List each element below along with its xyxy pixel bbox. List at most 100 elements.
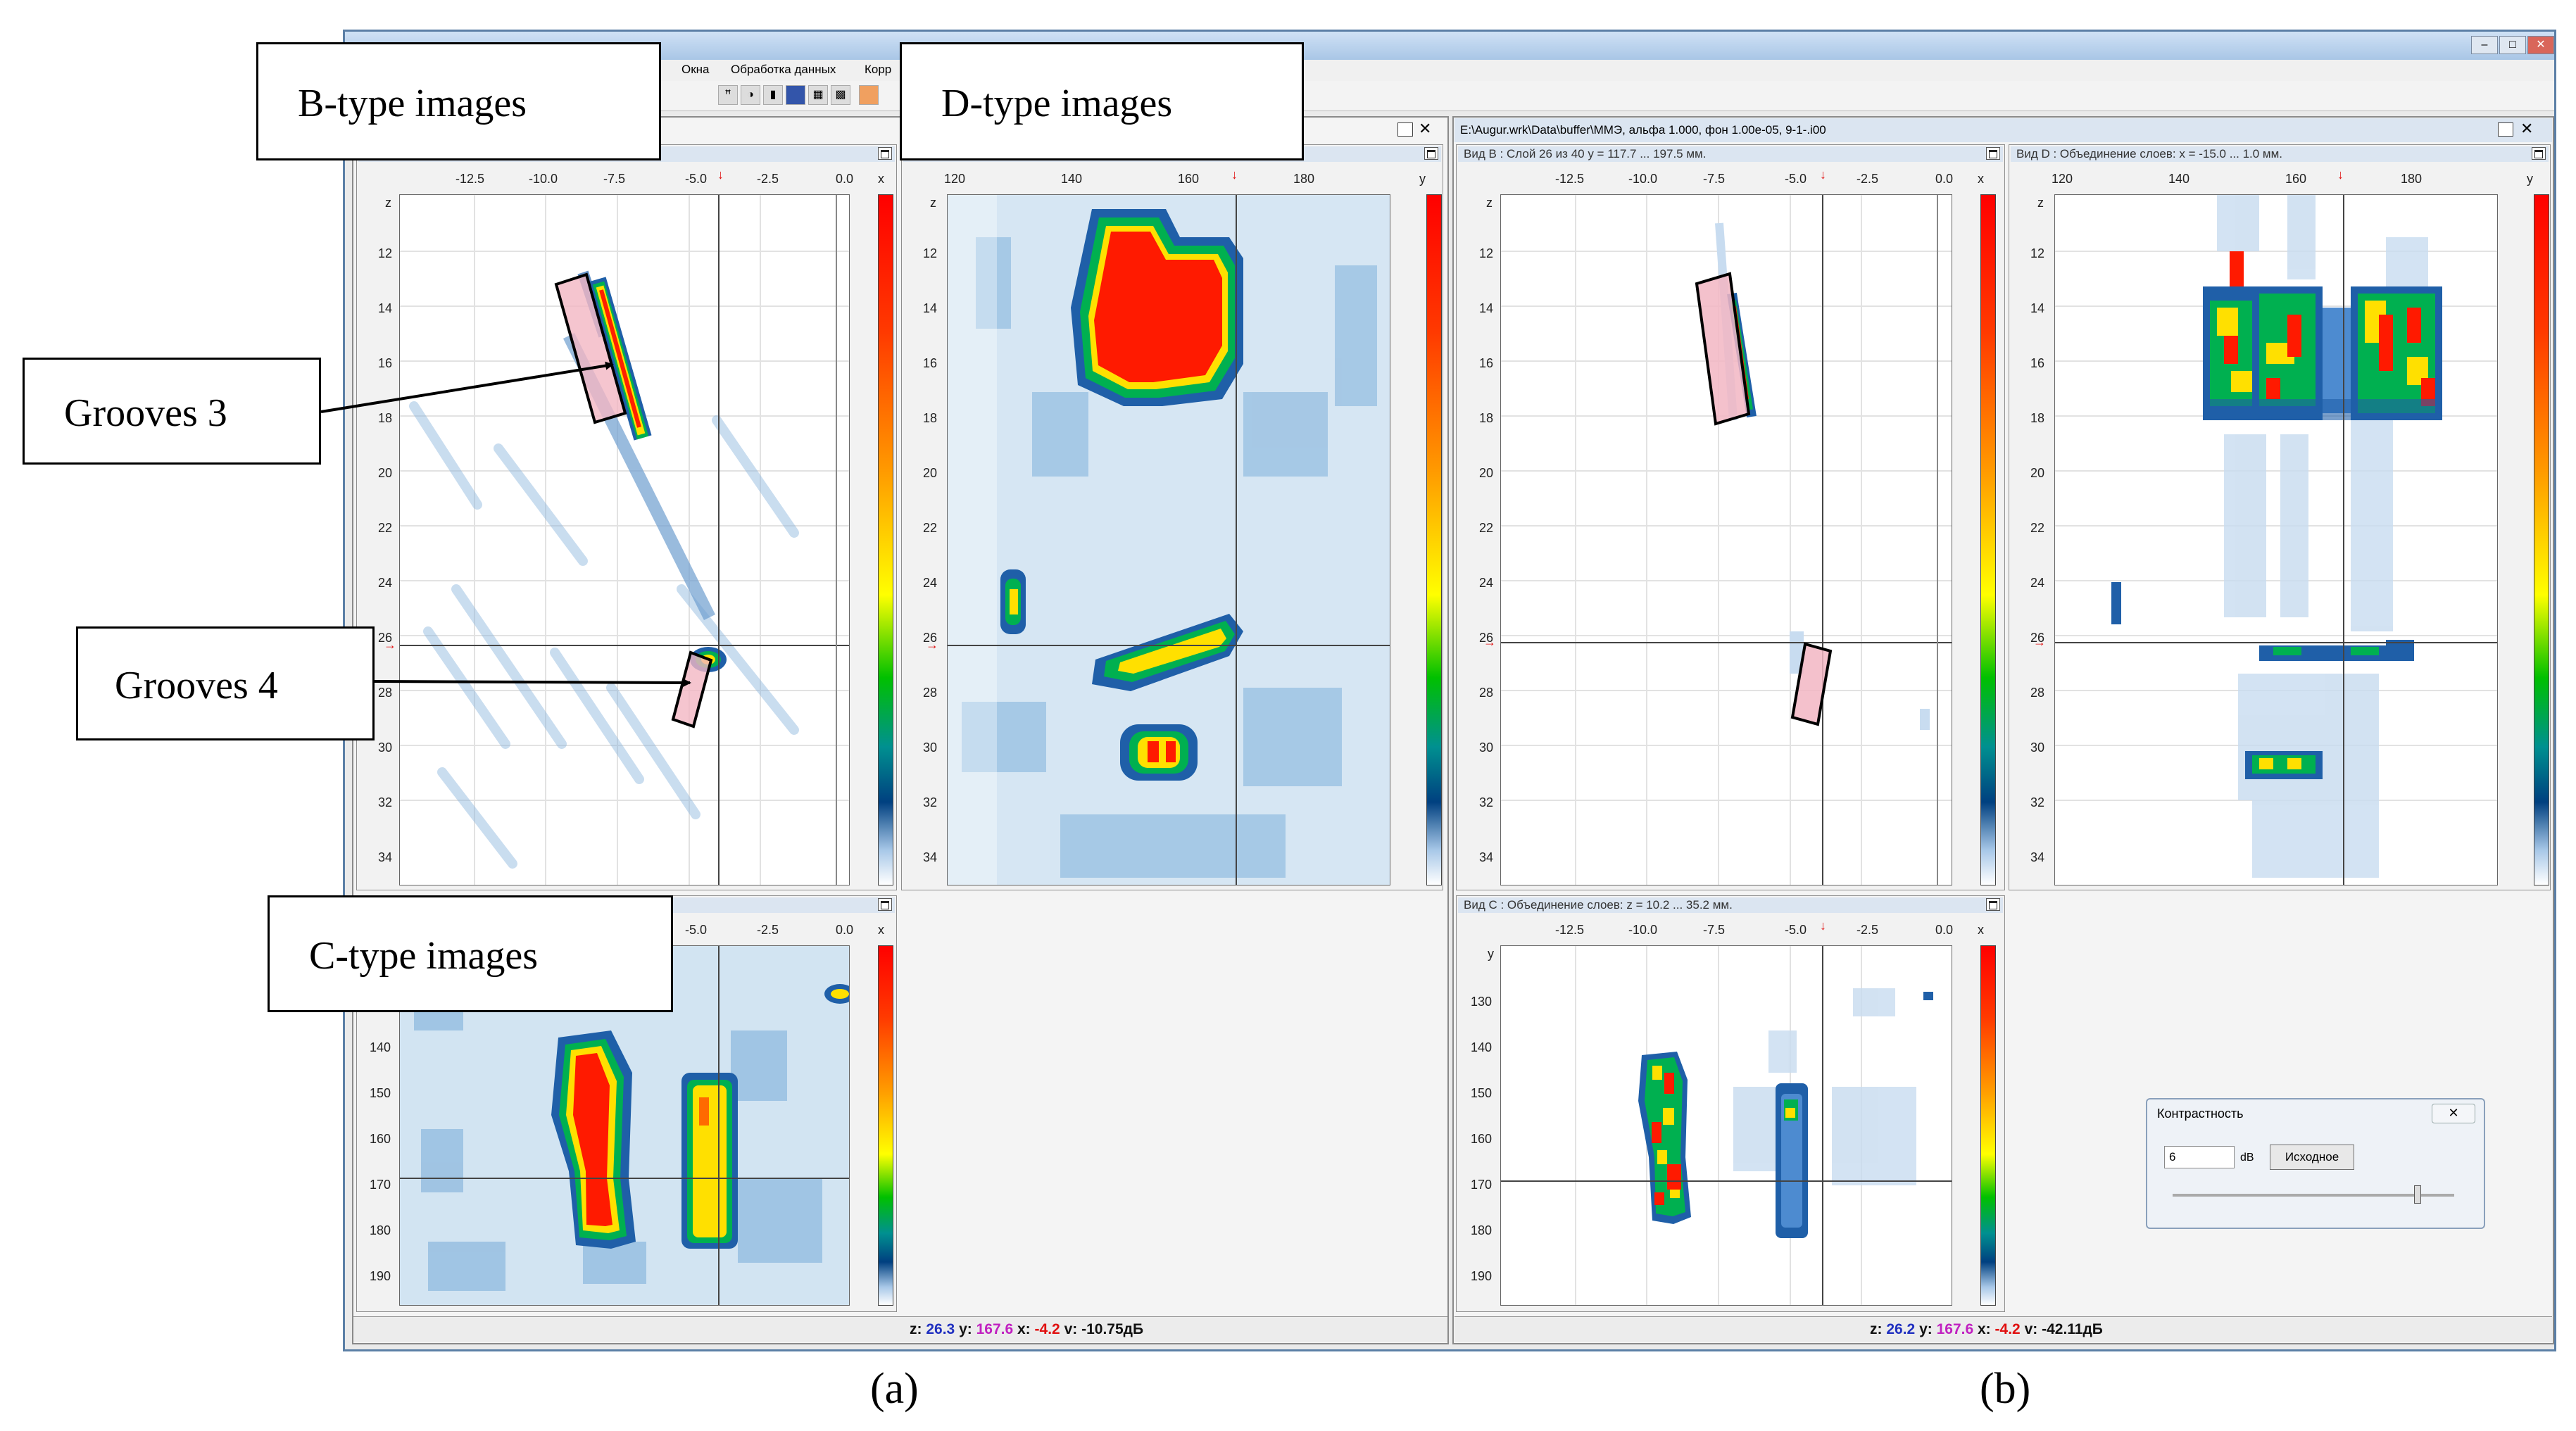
z-tick: 22 (1479, 521, 1494, 535)
contrast-icon[interactable]: ◑ (741, 85, 760, 105)
y-tick: 190 (370, 1269, 391, 1283)
right-c-view-pane: Вид С : Объединение слоев: z = 10.2 ... … (1456, 895, 2005, 1312)
y-tick: 160 (2285, 172, 2307, 186)
filter-icon[interactable]: ▩ (831, 85, 850, 105)
image-icon[interactable] (786, 85, 805, 105)
x-tick: -10.0 (1628, 923, 1658, 937)
right-b-view-title: Вид В : Слой 26 из 40 у = 117.7 ... 197.… (1458, 146, 2003, 162)
z-tick: 16 (2030, 356, 2045, 370)
left-d-plot[interactable] (947, 194, 1390, 885)
right-b-maximize-button[interactable] (1986, 147, 2000, 160)
z-tick: 12 (923, 246, 938, 260)
y-tick: 150 (1471, 1086, 1493, 1100)
left-d-maximize-button[interactable] (1424, 147, 1438, 160)
grid-icon[interactable]: ▦ (808, 85, 828, 105)
contrast-dialog: Контрастность ✕ 6 dB Исходное (2146, 1098, 2485, 1229)
x-tick: -7.5 (603, 172, 626, 186)
x-tick: -10.0 (1628, 172, 1658, 186)
y-tick: 140 (2168, 172, 2190, 186)
close-button[interactable]: ✕ (2527, 36, 2554, 54)
status-z-value: 26.2 (1886, 1321, 1916, 1337)
z-tick: 30 (923, 740, 938, 755)
grooves-3-callout: Grooves 3 (23, 358, 321, 465)
c-type-callout: C-type images (268, 895, 673, 1012)
z-tick: z (1486, 196, 1493, 210)
left-b-heatmap (400, 195, 849, 885)
d-type-callout: D-type images (900, 42, 1304, 160)
contrast-dialog-title: Контрастность (2157, 1107, 2244, 1121)
z-tick: 20 (1479, 466, 1494, 480)
menu-correction[interactable]: Корр (865, 63, 892, 76)
z-tick: 34 (1479, 850, 1494, 864)
x-tick: -7.5 (1703, 172, 1726, 186)
right-c-plot[interactable] (1500, 945, 1952, 1306)
z-tick: 32 (1479, 795, 1494, 809)
panel-label-a: (a) (870, 1365, 919, 1413)
left-b-maximize-button[interactable] (878, 147, 892, 160)
y-tick: 180 (370, 1223, 391, 1237)
right-c-maximize-button[interactable] (1986, 898, 2000, 911)
left-b-color-scale (878, 194, 893, 885)
right-c-color-scale (1980, 945, 1996, 1306)
y-tick: 150 (370, 1086, 391, 1100)
z-tick: 18 (1479, 411, 1494, 425)
left-window-maximize-button[interactable] (1397, 122, 1413, 137)
left-d-color-scale (1426, 194, 1442, 885)
right-b-plot[interactable] (1500, 194, 1952, 885)
minimize-button[interactable]: – (2471, 36, 2498, 54)
left-c-maximize-button[interactable] (878, 898, 892, 911)
z-tick: 32 (923, 795, 938, 809)
left-c-heatmap (400, 946, 849, 1305)
y-tick: 170 (370, 1178, 391, 1192)
status-x-value: -4.2 (1994, 1321, 2021, 1337)
export-icon[interactable] (859, 85, 879, 105)
menu-windows[interactable]: Окна (681, 63, 710, 76)
right-window-path: E:\Augur.wrk\Data\buffer\ММЭ, альфа 1.00… (1460, 123, 1826, 137)
z-tick: 12 (1479, 246, 1494, 260)
z-tick: 24 (2030, 576, 2045, 590)
right-d-maximize-button[interactable] (2532, 147, 2546, 160)
z-tick: 28 (923, 686, 938, 700)
z-tick: 16 (378, 356, 393, 370)
y-tick: 160 (1471, 1132, 1493, 1146)
maximize-button[interactable]: □ (2499, 36, 2526, 54)
cursor-marker-icon: ↓ (2337, 168, 2344, 182)
grooves-4-callout: Grooves 4 (76, 626, 375, 740)
contrast-slider-track[interactable] (2173, 1194, 2454, 1197)
z-tick: 24 (378, 576, 393, 590)
reset-contrast-button[interactable]: Исходное (2270, 1145, 2354, 1170)
y-tick: 120 (2052, 172, 2073, 186)
right-window-maximize-button[interactable] (2498, 122, 2513, 137)
left-window-close-icon[interactable]: ✕ (1419, 120, 1432, 137)
x-axis-label: x (878, 923, 884, 937)
status-y-value: 167.6 (976, 1321, 1014, 1337)
contrast-slider-thumb[interactable] (2414, 1185, 2421, 1204)
z-tick: 18 (2030, 411, 2045, 425)
z-tick: 28 (2030, 686, 2045, 700)
z-tick: 30 (1479, 740, 1494, 755)
right-window-close-icon[interactable]: ✕ (2520, 120, 2534, 137)
layers-icon[interactable]: ▮ (763, 85, 783, 105)
contrast-value-input[interactable]: 6 (2164, 1146, 2235, 1168)
y-tick: 180 (2401, 172, 2423, 186)
cursor-marker-icon: ↓ (1231, 168, 1238, 182)
status-y-label: y: (1919, 1321, 1933, 1337)
z-tick: z (385, 196, 391, 210)
left-d-heatmap (948, 195, 1390, 885)
y-tick: 170 (1471, 1178, 1493, 1192)
left-status-bar: z: 26.3 y: 167.6 x: -4.2 v: -10.75дБ (353, 1316, 1447, 1342)
z-tick: 32 (378, 795, 393, 809)
contrast-unit-label: dB (2240, 1152, 2254, 1164)
z-tick: 26 (2030, 631, 2045, 645)
x-tick: -2.5 (757, 923, 779, 937)
menu-data-processing[interactable]: Обработка данных (731, 63, 836, 76)
tool-s-icon[interactable]: ꟸ (718, 85, 738, 105)
y-axis-label: y (1488, 947, 1494, 961)
right-d-plot[interactable] (2054, 194, 2498, 885)
cursor-marker-icon: ↓ (1820, 919, 1826, 933)
left-b-plot[interactable] (399, 194, 850, 885)
y-tick: 140 (1471, 1040, 1493, 1054)
dialog-close-button[interactable]: ✕ (2432, 1104, 2475, 1123)
left-d-view-pane: Вид D : Объединение слоев: x = -15.0 ...… (901, 144, 1443, 890)
cursor-marker-icon: → (2033, 635, 2046, 649)
